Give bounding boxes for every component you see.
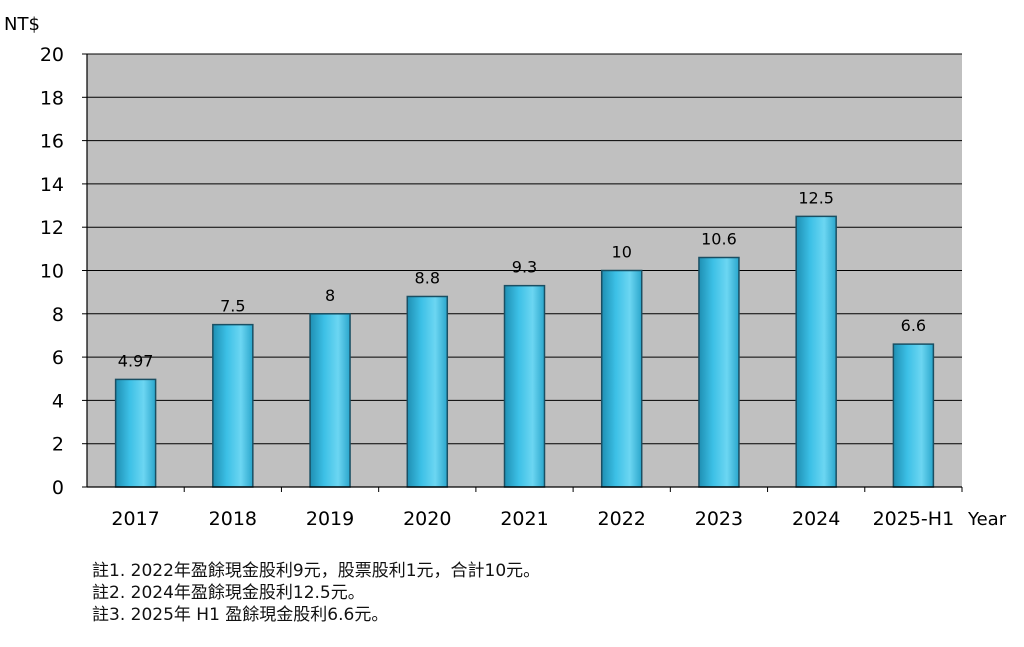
y-axis-ticks: 0 2 4 6 8 10 12 14 16 18 20	[40, 44, 87, 499]
bar	[600, 269, 643, 488]
bars	[114, 215, 935, 488]
x-tick-label: 2021	[500, 508, 548, 530]
data-label: 4.97	[118, 351, 154, 370]
x-axis-ticks: 2017 2018 2019 2020 2021 2022 2023 2024 2025-H1	[111, 487, 963, 530]
bar	[406, 295, 449, 488]
y-tick-label: 20	[40, 44, 64, 66]
data-label: 10.6	[701, 230, 737, 249]
y-tick-label: 4	[52, 390, 64, 412]
data-label: 7.5	[220, 297, 245, 316]
footnote-3: 註3. 2025年 H1 盈餘現金股利6.6元。	[92, 605, 389, 625]
y-tick-label: 6	[52, 347, 64, 369]
x-tick-label: 2017	[111, 508, 159, 530]
x-tick-label: 2019	[306, 508, 354, 530]
bar	[503, 284, 546, 488]
data-label: 10	[612, 243, 632, 262]
y-tick-label: 18	[40, 87, 64, 109]
bar	[892, 343, 935, 488]
y-tick-label: 10	[40, 261, 64, 283]
y-tick-label: 14	[40, 174, 64, 196]
x-tick-label: 2024	[792, 508, 840, 530]
data-label: 6.6	[901, 316, 926, 335]
y-tick-label: 12	[40, 217, 64, 239]
bar	[309, 313, 351, 488]
bar	[114, 378, 157, 488]
bar-chart: NT$ 0 2 4 6 8 10 12 14 16 18 20 4.97 7.5 8 8.8 9.3 10 10…	[4, 14, 1007, 530]
y-tick-label: 2	[52, 434, 64, 456]
x-tick-label: 2025-H1	[873, 508, 955, 530]
footnote-2: 註2. 2024年盈餘現金股利12.5元。	[92, 583, 365, 603]
data-label: 8.8	[415, 268, 440, 287]
bar	[795, 215, 837, 488]
y-tick-label: 8	[52, 304, 64, 326]
y-tick-label: 16	[40, 131, 64, 153]
footnote-1: 註1. 2022年盈餘現金股利9元，股票股利1元，合計10元。	[92, 561, 541, 581]
x-axis-label: Year	[967, 509, 1007, 530]
y-tick-label: 0	[52, 477, 64, 499]
data-label: 12.5	[798, 188, 834, 207]
x-tick-label: 2022	[598, 508, 646, 530]
x-tick-label: 2018	[209, 508, 257, 530]
x-tick-label: 2020	[403, 508, 451, 530]
footnotes: 註1. 2022年盈餘現金股利9元，股票股利1元，合計10元。 註2. 2024…	[92, 560, 540, 626]
value-labels: 4.97 7.5 8 8.8 9.3 10 10.6 12.5 6.6	[118, 188, 926, 370]
data-label: 9.3	[512, 258, 537, 277]
bar	[698, 256, 740, 488]
data-label: 8	[325, 286, 335, 305]
bar	[212, 323, 254, 488]
x-tick-label: 2023	[695, 508, 743, 530]
unit-label: NT$	[4, 14, 40, 35]
